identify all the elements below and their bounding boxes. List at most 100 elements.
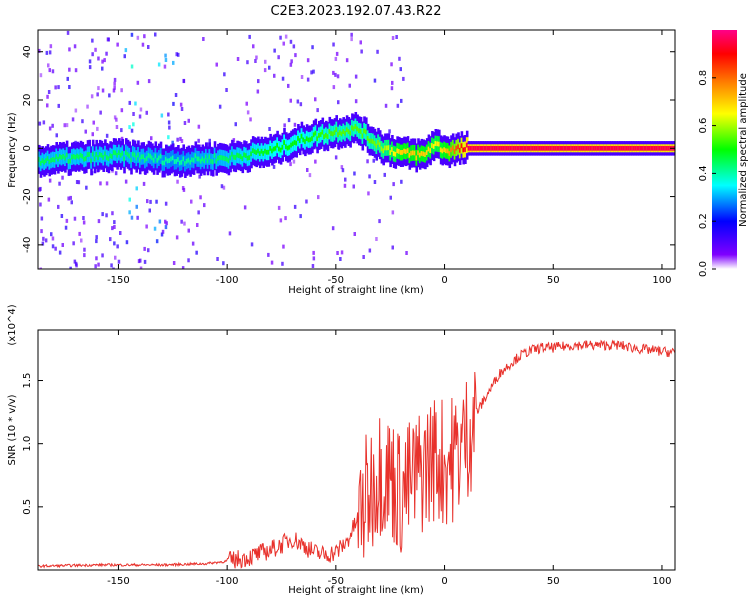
spectrogram-cell	[91, 151, 95, 157]
spectrogram-cell	[65, 123, 69, 128]
spectrogram-cell	[171, 140, 174, 145]
spectrogram-cell	[354, 124, 358, 129]
spectrogram-cell	[39, 73, 43, 78]
y-tick-label: 20	[22, 94, 33, 107]
spectrogram-cell	[65, 152, 69, 158]
spectrogram-cell	[222, 261, 225, 266]
spectrogram-cell	[568, 145, 572, 151]
spectrogram-cell	[363, 128, 366, 134]
spectrogram-cell	[282, 41, 285, 46]
spectrogram-cell	[469, 145, 472, 151]
spectrogram-cell	[279, 218, 283, 223]
spectrogram-cell	[610, 145, 613, 151]
colorbar-tick-label: 0.8	[698, 70, 709, 86]
y-tick-label: 0	[22, 145, 33, 151]
spectrogram-cell	[83, 156, 86, 162]
spectrogram-cell	[481, 145, 485, 151]
spectrogram-cell	[361, 133, 365, 139]
spectrogram-cell	[382, 148, 385, 154]
spectrogram-cell	[105, 133, 109, 138]
spectrogram-cell	[95, 152, 98, 157]
spectrogram-cell	[167, 120, 171, 125]
spectrogram-cell	[164, 219, 167, 224]
spectrogram-cell	[544, 145, 547, 151]
spectrogram-cell	[124, 48, 128, 53]
spectrogram-cell	[75, 180, 79, 184]
spectrogram-cell	[51, 69, 55, 74]
spectrogram-cell	[128, 100, 131, 105]
spectrogram-cell	[290, 59, 293, 64]
spectrogram-cell	[150, 136, 153, 141]
spectrogram-cell	[74, 154, 78, 160]
spectrogram-cell	[537, 145, 540, 151]
spectrogram-cell	[405, 149, 408, 154]
spectrogram-cell	[197, 124, 201, 129]
spectrogram-cell	[389, 150, 392, 155]
snr-line	[38, 339, 675, 569]
spectrogram-cell	[132, 112, 135, 116]
y-tick-label: 1.5	[22, 373, 33, 389]
spectrogram-cell	[491, 145, 495, 151]
spectrogram-cell	[197, 138, 200, 143]
spectrogram-cell	[38, 187, 41, 192]
spectrogram-cell	[344, 130, 347, 136]
spectrogram-cell	[347, 129, 351, 134]
spectrogram-cell	[339, 257, 342, 261]
spectrogram-cell	[326, 134, 330, 139]
spectrogram-cell	[340, 131, 344, 137]
spectrogram-heatmap	[38, 30, 675, 269]
spectrogram-cell	[297, 136, 300, 141]
spectrogram-cell	[94, 47, 97, 52]
spectrogram-cell	[115, 125, 119, 129]
spectrogram-cell	[120, 128, 123, 133]
spectrogram-cell	[631, 145, 634, 151]
spectrogram-cell	[39, 267, 42, 269]
spectrogram-cell	[187, 228, 190, 233]
spectrogram-cell	[571, 145, 575, 151]
spectrogram-cell	[105, 181, 109, 186]
spectrogram-cell	[403, 148, 406, 154]
spectrogram-cell	[373, 180, 377, 184]
spectrogram-cell	[161, 229, 165, 234]
spectrogram-cell	[262, 151, 265, 156]
spectrogram-x-label: Height of straight line (km)	[288, 285, 424, 296]
spectrogram-cell	[55, 154, 58, 159]
spectrogram-cell	[311, 136, 314, 141]
spectrogram-cell	[408, 152, 412, 158]
spectrogram-cell	[617, 145, 620, 151]
spectrogram-cell	[147, 45, 150, 49]
spectrogram-cell	[367, 191, 370, 196]
spectrogram-cell	[220, 155, 224, 161]
spectrogram-cell	[80, 238, 83, 243]
spectrogram-cell	[92, 120, 95, 125]
spectrogram-cell	[332, 42, 335, 47]
spectrogram-cell	[304, 139, 307, 144]
x-tick-label: 50	[547, 576, 560, 587]
spectrogram-cell	[391, 147, 394, 152]
spectrogram-cell	[145, 224, 148, 229]
x-tick-label: 100	[652, 576, 671, 587]
spectrogram-cell	[305, 199, 308, 204]
spectrogram-cell	[109, 153, 112, 159]
spectrogram-cell	[350, 32, 353, 37]
spectrogram-cell	[528, 145, 532, 151]
spectrogram-cell	[49, 44, 53, 49]
spectrogram-cell	[648, 145, 652, 151]
spectrogram-cell	[354, 99, 358, 104]
spectrogram-cell	[398, 56, 401, 61]
spectrogram-cell	[316, 108, 319, 113]
spectrogram-cell	[101, 66, 104, 71]
spectrogram-cell	[359, 40, 362, 45]
spectrogram-cell	[135, 204, 138, 209]
spectrogram-cell	[434, 141, 438, 146]
spectrogram-cell	[455, 145, 458, 151]
spectrogram-cell	[285, 144, 288, 150]
spectrogram-cell	[70, 200, 73, 205]
spectrogram-cell	[498, 145, 502, 151]
spectrogram-cell	[228, 231, 232, 236]
spectrogram-cell	[509, 145, 512, 151]
spectrogram-cell	[502, 145, 505, 151]
spectrogram-cell	[113, 115, 117, 120]
spectrogram-cell	[245, 153, 248, 158]
